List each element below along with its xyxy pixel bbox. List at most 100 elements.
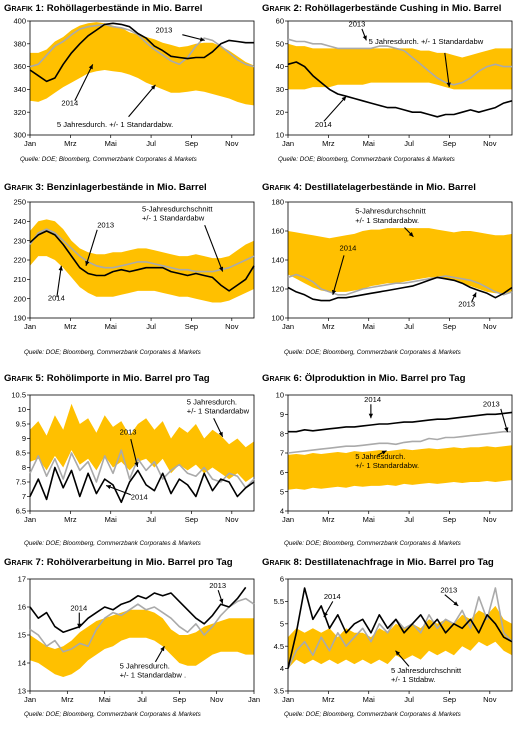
x-tick-label: Sep (443, 322, 456, 331)
y-tick-label: 7 (22, 492, 26, 501)
source-note-1: Quelle: DOE; Bloomberg, Commerzbank Corp… (20, 156, 197, 163)
chart-title: Grafik 8: Destillatenachfrage in Mio. Ba… (262, 557, 494, 568)
series-line-2014 (29, 466, 255, 504)
annotation-2014: 2014 (340, 244, 357, 253)
chart-7-rohoelverarbeitung: Grafik 7: Rohölverarbeitung in Mio. Barr… (4, 557, 260, 735)
y-tick-label: 6.5 (16, 507, 26, 516)
series-line-2013 (29, 23, 255, 68)
arrow-band-head (408, 232, 414, 237)
annotation-band-line1: 5 Jahresdurch. (187, 397, 237, 406)
x-tick-label: Jul (404, 322, 414, 331)
arrow-band-head (218, 266, 224, 272)
x-tick-label: Jul (146, 515, 156, 524)
x-tick-label: Jan (24, 695, 36, 704)
chart-title-text: Rohöllagerbestände Cushing in Mio. Barre… (304, 3, 502, 14)
y-tick-label: 160 (271, 227, 284, 236)
x-tick-label: Nov (483, 322, 497, 331)
y-tick-label: 250 (13, 198, 26, 207)
x-tick-label: Jul (146, 322, 156, 331)
x-tick-label: Jan (282, 515, 294, 524)
arrow-2013-head (219, 598, 224, 604)
annotation-2014: 2014 (61, 98, 78, 107)
arrow-2013-head (134, 462, 139, 467)
x-tick-label: Sep (443, 139, 456, 148)
x-tick-label: Sep (185, 139, 198, 148)
x-tick-label: Sep (443, 695, 456, 704)
chart-title: Grafik 7: Rohölverarbeitung in Mio. Barr… (4, 557, 233, 568)
y-tick-label: 6 (280, 468, 284, 477)
annotation-2013: 2013 (348, 20, 365, 29)
y-tick-label: 200 (13, 294, 26, 303)
y-tick-label: 13 (18, 687, 26, 696)
y-tick-label: 40 (276, 62, 284, 71)
chart-title-text: Destillatelagerbestände in Mio. Barrel (304, 182, 476, 193)
chart-svg: 13 14 15 16 17 Jan Mrz Mai Jul Sep Nov Jan 2013 2014 5… (18, 575, 260, 704)
y-tick-label: 300 (13, 131, 26, 140)
annotation-2014: 2014 (315, 120, 332, 129)
arrow-band-head (446, 82, 451, 88)
y-tick-label: 190 (13, 314, 26, 323)
chart-4-destillatelager: Grafik 4: Destillatelagerbestände in Mio… (262, 182, 517, 360)
x-tick-label: Jul (404, 695, 414, 704)
chart-svg: 4 5 6 7 8 9 10 Jan Mrz Mai Jul Sep Nov 2013 2014 5 Jahr… (276, 391, 513, 524)
y-tick-label: 5 (280, 487, 284, 496)
x-tick-label: Sep (185, 515, 198, 524)
x-tick-label: Jul (404, 139, 414, 148)
x-tick-label: Jan (24, 139, 36, 148)
arrow-band (444, 52, 450, 88)
y-tick-label: 360 (13, 62, 26, 71)
arrow-2013-head (504, 427, 509, 433)
arrow-2013-head (362, 35, 367, 41)
x-tick-label: Mrz (64, 139, 77, 148)
chart-svg: 6.5 7 7.5 8 8.5 9 9.5 10 10.5 Jan Mrz Mai Jul Sep Nov 2… (11, 391, 255, 524)
series-line-2014 (29, 230, 255, 292)
chart-svg: 190 200 210 220 230 240 250 Jan Mrz Mai Jul Sep Nov 2… (13, 198, 255, 331)
x-tick-label: Jul (404, 515, 414, 524)
annotation-band-line2: +/- 1 Stdabw. (391, 675, 436, 684)
arrow-2013-head (453, 601, 459, 606)
chart-title: Grafik 2: Rohöllagerbestände Cushing in … (262, 3, 501, 14)
y-tick-label: 7.5 (16, 478, 26, 487)
series-line-2014 (287, 276, 513, 302)
arrow-2014-head (106, 485, 112, 490)
x-tick-label: Sep (173, 695, 186, 704)
x-tick-label: Mrz (61, 695, 74, 704)
arrow-band-head (160, 646, 165, 652)
y-tick-label: 5 (280, 619, 284, 628)
x-tick-label: Sep (185, 322, 198, 331)
annotation-band-line1: 5 Jahresdurch. (355, 452, 405, 461)
arrow-2014 (332, 255, 345, 295)
y-tick-label: 4 (280, 507, 284, 516)
arrow-2013-head (472, 292, 477, 298)
plot-frame (287, 578, 513, 692)
annotation-2013: 2013 (120, 427, 137, 436)
plot-frame (29, 20, 255, 136)
chart-svg: 3.5 4 4.5 5 5.5 6 Jan Mrz Mai Jul Sep Nov 2013 2014 5 … (274, 575, 513, 704)
source-note-4: Quelle: DOE; Bloomberg, Commerzbank Corp… (24, 711, 201, 718)
x-tick-label: Mrz (64, 322, 77, 331)
x-tick-label: Nov (483, 515, 497, 524)
y-tick-label: 340 (13, 85, 26, 94)
x-tick-label: Nov (225, 322, 239, 331)
std-band-area (288, 445, 512, 490)
arrow-2014-head (77, 623, 82, 629)
chart-title: Grafik 1: Rohöllagerbestände in Mio. Bar… (4, 3, 202, 14)
series-line-2013 (29, 228, 255, 273)
source-note-1b: Quelle: DOE; Bloomberg, Commerzbank Corp… (278, 156, 455, 163)
chart-2-cushing: Grafik 2: Rohöllagerbestände Cushing in … (262, 3, 517, 181)
x-tick-label: Mai (105, 515, 117, 524)
std-band-area (30, 609, 254, 677)
arrow-band (128, 84, 156, 118)
y-tick-label: 10 (18, 405, 26, 414)
source-note-4b: Quelle: DOE; Bloomberg, Commerzbank Corp… (284, 711, 461, 718)
series-line-2014 (287, 587, 513, 669)
y-tick-label: 8 (280, 429, 284, 438)
annotation-2014: 2014 (131, 492, 148, 501)
x-tick-label: Nov (225, 139, 239, 148)
x-tick-label: Jan (24, 515, 36, 524)
x-tick-label: Sep (443, 515, 456, 524)
y-tick-label: 4 (280, 664, 284, 673)
series-line-2013 (29, 597, 255, 653)
annotation-band-line2: +/- 1 Standardabw (187, 407, 250, 416)
y-tick-label: 50 (276, 39, 284, 48)
